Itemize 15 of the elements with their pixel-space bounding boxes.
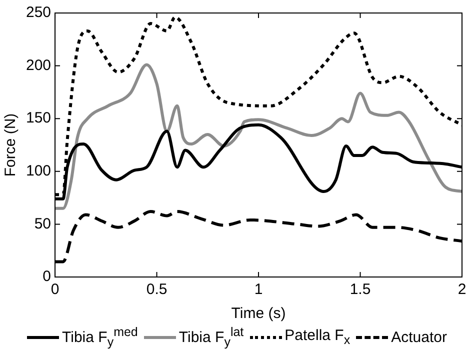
legend-label: Actuator <box>391 328 447 346</box>
x-tick-label: 2 <box>458 281 466 298</box>
y-tick-label: 100 <box>26 162 52 180</box>
y-tick-label: 250 <box>26 4 52 22</box>
y-tick-label: 50 <box>34 215 52 232</box>
y-tick-label: 150 <box>26 110 52 127</box>
line-series <box>55 63 462 210</box>
y-tick-label: 0 <box>42 268 52 286</box>
y-tick-label: 200 <box>26 56 52 74</box>
legend-label: Patella F$_{x}$ <box>284 327 350 347</box>
x-tick-label: 1 <box>254 281 263 298</box>
x-tick-label: 0.5 <box>146 281 168 298</box>
x-tick-label: 1.5 <box>350 281 371 298</box>
x-axis-title: Time (s) <box>231 305 286 322</box>
y-axis-title: Force (N) <box>2 113 20 177</box>
